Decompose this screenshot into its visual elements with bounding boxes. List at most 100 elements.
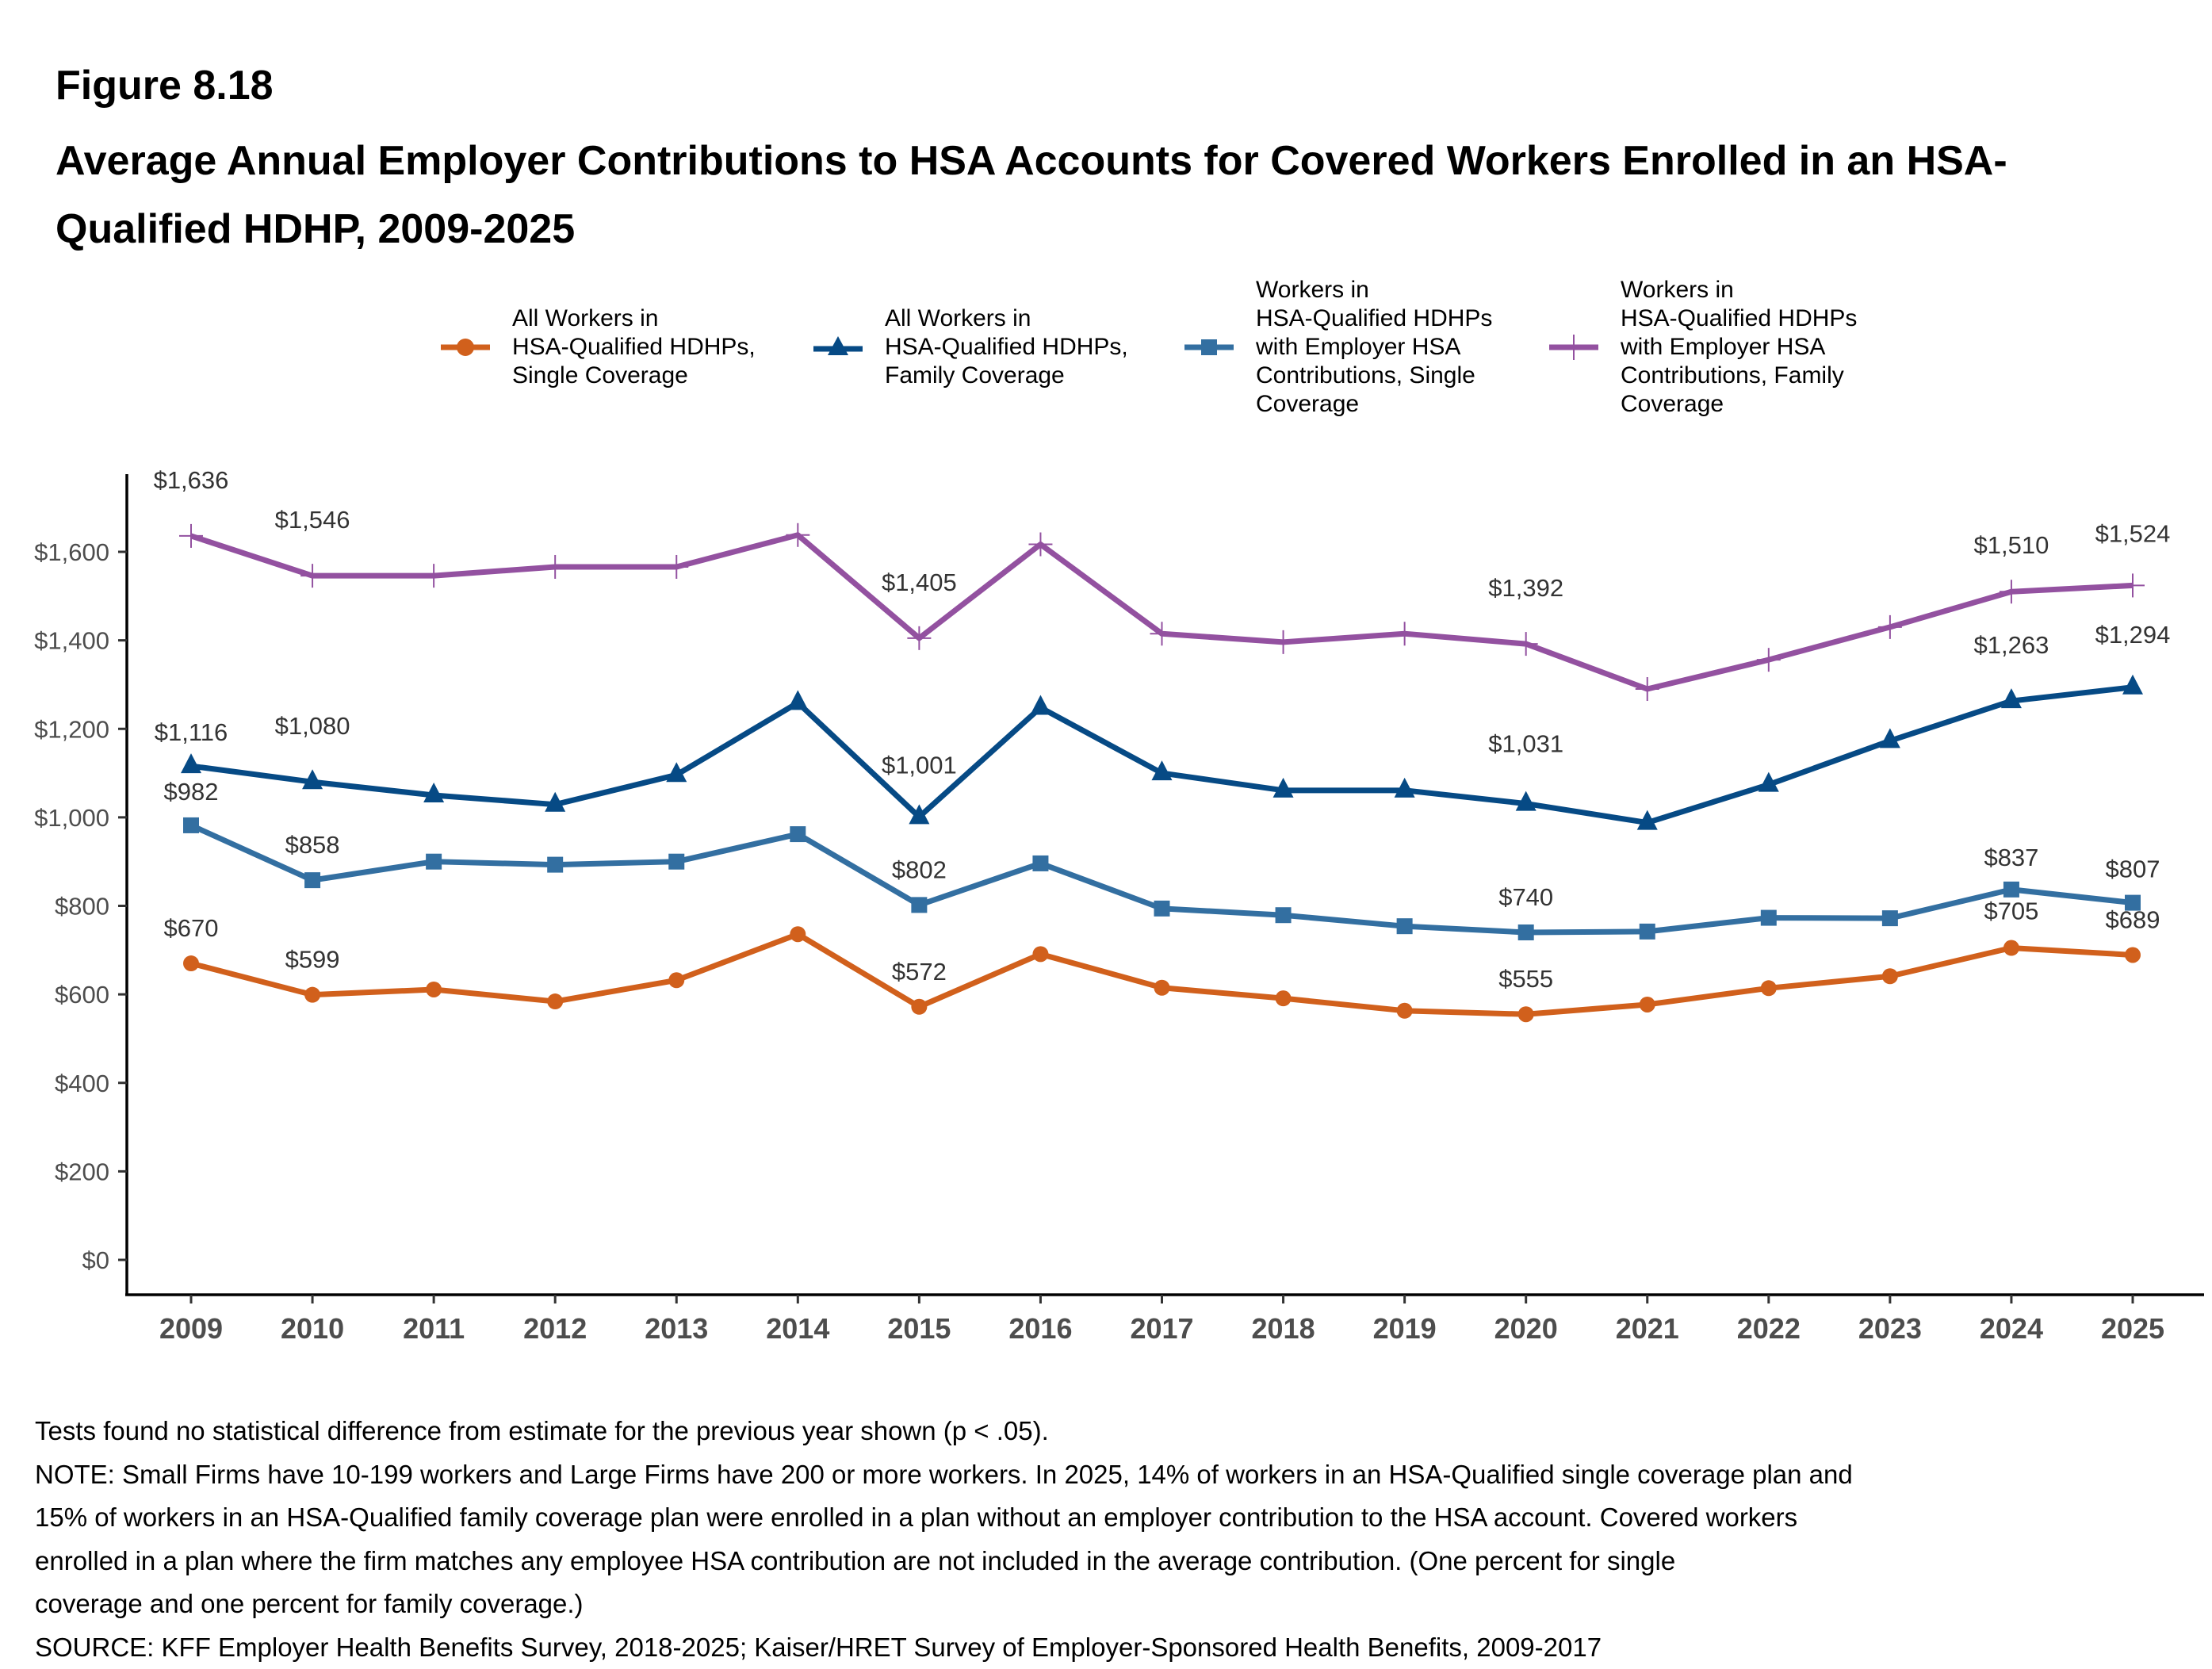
data-label: $705 <box>1984 898 2038 925</box>
data-point-square <box>1032 856 1048 871</box>
series-line <box>191 535 2133 689</box>
data-point-circle <box>2125 947 2141 963</box>
data-label: $858 <box>285 831 340 859</box>
data-point-triangle <box>2122 675 2143 695</box>
data-point-square <box>1397 918 1413 934</box>
y-tick-label: $800 <box>55 893 109 921</box>
data-point-plus <box>1514 632 1538 656</box>
data-label: $802 <box>892 856 947 883</box>
data-point-circle <box>1518 1006 1534 1022</box>
data-point-circle <box>2003 940 2019 956</box>
x-tick-label: 2014 <box>766 1312 829 1345</box>
data-point-circle <box>1640 997 1655 1013</box>
data-point-plus <box>179 524 203 548</box>
data-point-square <box>1640 924 1655 940</box>
x-tick-label: 2010 <box>281 1312 344 1345</box>
data-point-square <box>1761 910 1777 926</box>
data-label: $740 <box>1498 883 1553 911</box>
data-point-triangle <box>181 753 201 773</box>
data-point-circle <box>790 926 806 942</box>
data-point-circle <box>1032 946 1048 962</box>
data-label: $555 <box>1498 965 1553 993</box>
data-label: $1,263 <box>1974 631 2049 659</box>
data-label: $1,001 <box>882 751 957 779</box>
data-point-square <box>547 857 563 873</box>
data-label: $1,294 <box>2095 621 2171 649</box>
data-point-plus <box>543 555 567 579</box>
y-tick-label: $1,000 <box>34 804 109 832</box>
y-tick-label: $400 <box>55 1070 109 1097</box>
series-line <box>191 687 2133 823</box>
x-tick-label: 2017 <box>1130 1312 1193 1345</box>
data-point-square <box>790 826 806 842</box>
data-point-plus <box>1393 622 1417 645</box>
y-tick-label: $1,200 <box>34 715 109 743</box>
data-point-plus <box>1272 630 1295 654</box>
data-point-plus <box>300 564 324 588</box>
data-point-square <box>1882 910 1898 926</box>
data-point-plus <box>422 564 446 588</box>
data-label: $670 <box>164 914 219 942</box>
data-point-square <box>911 897 927 913</box>
data-point-square <box>304 872 320 888</box>
x-tick-label: 2021 <box>1616 1312 1679 1345</box>
data-point-plus <box>2000 580 2023 603</box>
data-point-circle <box>304 987 320 1003</box>
footnote-note-line-4: coverage and one percent for family cove… <box>35 1583 1853 1626</box>
x-tick-label: 2022 <box>1737 1312 1801 1345</box>
data-point-circle <box>1882 968 1898 984</box>
data-point-plus <box>1878 615 1902 639</box>
data-point-circle <box>183 955 199 971</box>
y-tick-label: $1,600 <box>34 538 109 566</box>
x-tick-label: 2009 <box>159 1312 223 1345</box>
data-point-circle <box>547 993 563 1009</box>
x-tick-label: 2016 <box>1008 1312 1072 1345</box>
x-tick-label: 2013 <box>645 1312 708 1345</box>
series-group <box>179 523 2145 1022</box>
x-tick-label: 2025 <box>2101 1312 2164 1345</box>
x-tick-label: 2018 <box>1252 1312 1315 1345</box>
footnotes: Tests found no statistical difference fr… <box>35 1410 1853 1669</box>
x-tick-label: 2015 <box>887 1312 951 1345</box>
footnote-source: SOURCE: KFF Employer Health Benefits Sur… <box>35 1626 1853 1669</box>
data-label: $1,524 <box>2095 519 2171 547</box>
y-tick-label: $600 <box>55 981 109 1009</box>
y-tick-label: $1,400 <box>34 627 109 655</box>
data-label: $807 <box>2106 856 2160 883</box>
data-point-plus <box>664 555 688 579</box>
data-point-square <box>1154 901 1170 917</box>
data-point-square <box>1276 907 1292 923</box>
data-point-plus <box>1636 677 1659 701</box>
data-label: $1,510 <box>1974 531 2049 559</box>
data-point-triangle <box>787 690 808 710</box>
data-label: $1,636 <box>154 466 229 494</box>
data-label: $689 <box>2106 905 2160 933</box>
x-tick-label: 2011 <box>403 1312 465 1345</box>
data-point-circle <box>426 982 442 997</box>
y-tick-label: $200 <box>55 1158 109 1185</box>
data-point-circle <box>911 999 927 1015</box>
data-label: $1,392 <box>1488 574 1563 602</box>
data-point-plus <box>1757 648 1781 672</box>
data-label: $1,031 <box>1488 730 1563 758</box>
data-label: $1,546 <box>275 506 350 534</box>
data-point-triangle <box>1030 695 1051 714</box>
data-point-square <box>2003 882 2019 898</box>
data-point-square <box>426 854 442 870</box>
data-label: $1,405 <box>882 568 957 596</box>
data-point-square <box>1518 924 1534 940</box>
footnote-note-line-3: enrolled in a plan where the firm matche… <box>35 1540 1853 1583</box>
data-label: $1,116 <box>155 718 228 746</box>
data-point-circle <box>1761 980 1777 996</box>
x-tick-label: 2024 <box>1980 1312 2043 1345</box>
x-tick-label: 2020 <box>1494 1312 1558 1345</box>
x-tick-label: 2019 <box>1373 1312 1437 1345</box>
data-label: $837 <box>1984 844 2038 871</box>
data-point-plus <box>2121 573 2145 597</box>
data-point-square <box>668 854 684 870</box>
data-point-square <box>183 817 199 833</box>
data-point-circle <box>668 972 684 988</box>
data-label: $572 <box>892 958 947 986</box>
x-tick-label: 2012 <box>523 1312 587 1345</box>
x-tick-label: 2023 <box>1858 1312 1922 1345</box>
